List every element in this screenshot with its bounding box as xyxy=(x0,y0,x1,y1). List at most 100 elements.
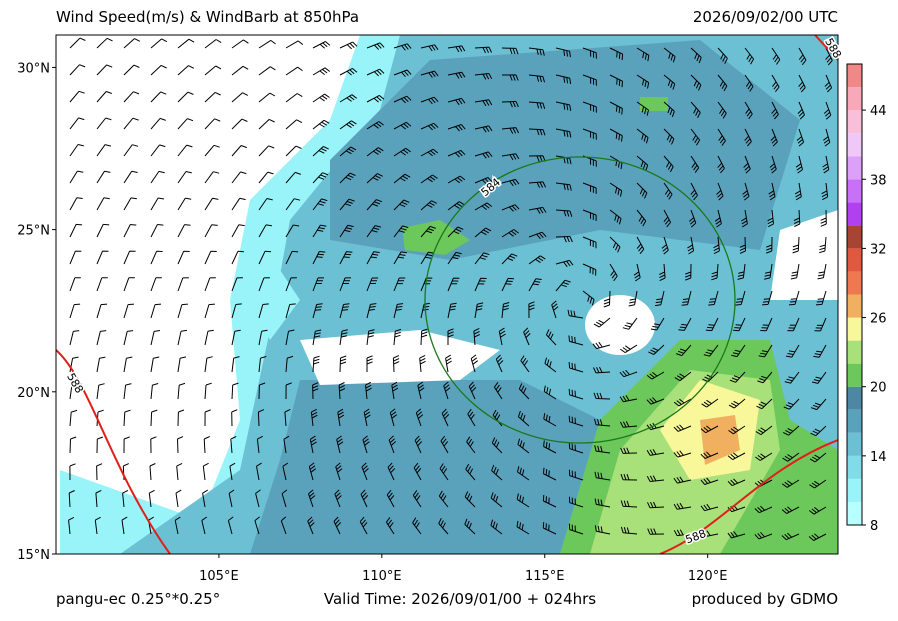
wind-barb xyxy=(150,144,166,157)
wind-barb xyxy=(150,91,167,103)
wind-barb xyxy=(690,47,702,64)
wind-barb xyxy=(592,341,611,350)
wind-barb xyxy=(593,392,611,400)
wind-barb xyxy=(96,277,108,292)
wind-barb xyxy=(735,290,746,306)
wind-barb xyxy=(285,277,297,292)
wind-barb xyxy=(528,74,545,83)
wind-barb xyxy=(312,93,330,103)
wind-barb xyxy=(609,209,622,225)
wind-barb xyxy=(727,478,746,487)
wind-barb xyxy=(824,74,833,93)
wind-barb xyxy=(811,371,827,384)
wind-barb xyxy=(700,530,719,538)
wind-barb xyxy=(568,469,584,481)
wind-barb xyxy=(767,209,774,228)
wind-barb xyxy=(784,371,800,384)
wind-barb xyxy=(204,382,212,400)
wind-barb xyxy=(393,43,412,51)
wind-barb xyxy=(69,436,77,454)
wind-barb xyxy=(542,522,557,535)
wind-barb xyxy=(201,516,208,535)
colorbar-bin xyxy=(847,179,862,203)
wind-barb xyxy=(447,175,466,184)
wind-barb xyxy=(646,449,665,456)
wind-barb xyxy=(389,408,397,427)
wind-barb xyxy=(582,155,597,167)
wind-barb xyxy=(555,236,573,243)
wind-barb xyxy=(339,146,357,157)
wind-barb xyxy=(673,424,692,432)
wind-barb xyxy=(312,41,331,49)
wind-barb xyxy=(464,491,476,508)
wind-barb xyxy=(258,224,272,238)
wind-barb xyxy=(705,317,719,332)
wind-barb xyxy=(123,383,132,400)
wind-barb xyxy=(121,516,128,535)
wind-barb xyxy=(620,500,638,508)
wind-barb xyxy=(663,128,675,145)
wind-barb xyxy=(757,371,773,384)
wind-barb xyxy=(420,200,438,211)
wind-barb xyxy=(646,397,665,405)
wind-barb xyxy=(490,492,503,508)
wind-barb xyxy=(755,425,773,436)
wind-barb xyxy=(420,148,439,157)
wind-barb xyxy=(441,408,450,427)
wind-barb xyxy=(820,209,827,227)
wind-barb xyxy=(231,250,244,265)
wind-barb xyxy=(177,65,195,76)
wind-barb xyxy=(148,489,155,508)
wind-barb xyxy=(230,436,237,454)
wind-barb xyxy=(366,277,379,292)
wind-barb xyxy=(415,408,424,427)
wind-barb xyxy=(231,409,238,427)
wind-barb xyxy=(177,91,194,103)
wind-barb xyxy=(123,277,135,292)
wind-barb xyxy=(787,317,800,332)
wind-barb xyxy=(204,118,221,130)
wind-barb xyxy=(690,74,702,91)
wind-barb xyxy=(231,39,249,49)
wind-barb xyxy=(737,263,746,280)
colorbar-bin xyxy=(847,340,862,364)
wind-barb xyxy=(568,442,584,454)
colorbar-bin xyxy=(847,202,862,226)
wind-barb xyxy=(312,198,328,211)
wind-barb xyxy=(231,118,248,130)
wind-barb xyxy=(447,97,466,106)
wind-barb xyxy=(795,155,803,174)
wind-barb xyxy=(447,45,466,53)
wind-barb xyxy=(708,290,719,306)
wind-barb xyxy=(150,330,161,346)
wind-barb xyxy=(69,409,78,427)
wind-barb xyxy=(231,382,239,400)
wind-barb xyxy=(568,415,584,427)
wind-barb xyxy=(495,354,504,373)
wind-barb xyxy=(628,290,638,307)
wind-barb xyxy=(700,451,719,459)
wind-barb xyxy=(673,529,692,537)
wind-barb xyxy=(177,436,184,454)
wind-barb xyxy=(257,409,265,427)
wind-barb xyxy=(69,463,76,481)
wind-barb xyxy=(231,197,246,211)
wind-barb xyxy=(754,505,773,514)
wind-barb xyxy=(796,128,805,147)
wind-barb xyxy=(690,128,701,146)
wind-barb xyxy=(658,263,666,282)
wind-barb xyxy=(420,96,439,105)
wind-barb xyxy=(687,236,695,255)
wind-barb xyxy=(727,452,746,461)
wind-barb xyxy=(312,67,331,76)
wind-barb xyxy=(393,225,409,238)
wind-barb xyxy=(474,252,490,265)
wind-barb xyxy=(543,440,557,454)
wind-barb xyxy=(69,37,86,49)
wind-barb xyxy=(688,209,697,228)
map-field xyxy=(56,35,838,554)
wind-barb xyxy=(339,329,348,346)
wind-barb xyxy=(283,435,290,454)
wind-barb xyxy=(204,356,213,373)
x-tick-label: 110°E xyxy=(362,569,402,584)
